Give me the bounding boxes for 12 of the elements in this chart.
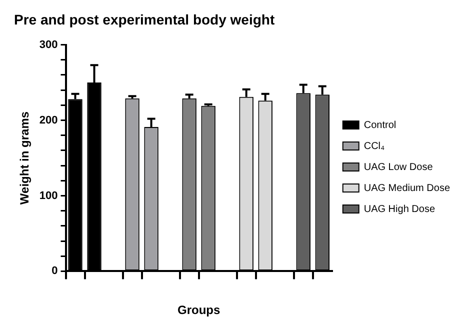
legend-label: UAG High Dose xyxy=(364,204,436,215)
legend-label: CCl₄ xyxy=(364,140,385,152)
y-tick-label: 300 xyxy=(39,38,58,51)
y-tick-label: 200 xyxy=(39,114,58,126)
chart-title: Pre and post experimental body weight xyxy=(14,11,275,28)
y-tick-label: 100 xyxy=(39,190,58,202)
legend-label: UAG Low Dose xyxy=(364,162,434,173)
y-axis-title: Weight in grams xyxy=(18,111,32,205)
legend-label: UAG Medium Dose xyxy=(364,182,450,194)
x-axis-title: Groups xyxy=(177,303,220,318)
legend-label: Control xyxy=(364,120,396,131)
y-tick-label: 0 xyxy=(52,265,58,278)
